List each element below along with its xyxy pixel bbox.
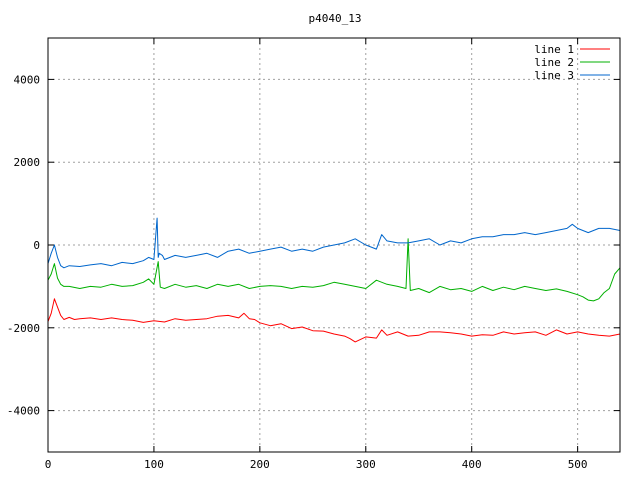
- y-tick-label: -4000: [7, 405, 40, 418]
- y-tick-label: 4000: [14, 73, 41, 86]
- legend-label-3: line 3: [534, 69, 574, 82]
- axis-ticks: 0 100 200 300 400 500 -4000 -2000 0 2000 4000: [7, 38, 620, 471]
- x-tick-label: 0: [45, 458, 52, 471]
- series-line-3: [47, 217, 621, 269]
- series-line-2: [47, 238, 621, 302]
- series-lines: [47, 217, 621, 343]
- chart-title: p4040_13: [309, 12, 362, 25]
- y-tick-label: 2000: [14, 156, 41, 169]
- x-tick-label: 300: [356, 458, 376, 471]
- legend-label-1: line 1: [534, 43, 574, 56]
- series-line-1: [47, 298, 621, 343]
- x-tick-label: 500: [568, 458, 588, 471]
- grid: [48, 38, 620, 452]
- y-tick-label: 0: [33, 239, 40, 252]
- legend-label-2: line 2: [534, 56, 574, 69]
- y-tick-label: -2000: [7, 322, 40, 335]
- x-tick-label: 400: [462, 458, 482, 471]
- x-tick-label: 100: [144, 458, 164, 471]
- x-tick-label: 200: [250, 458, 270, 471]
